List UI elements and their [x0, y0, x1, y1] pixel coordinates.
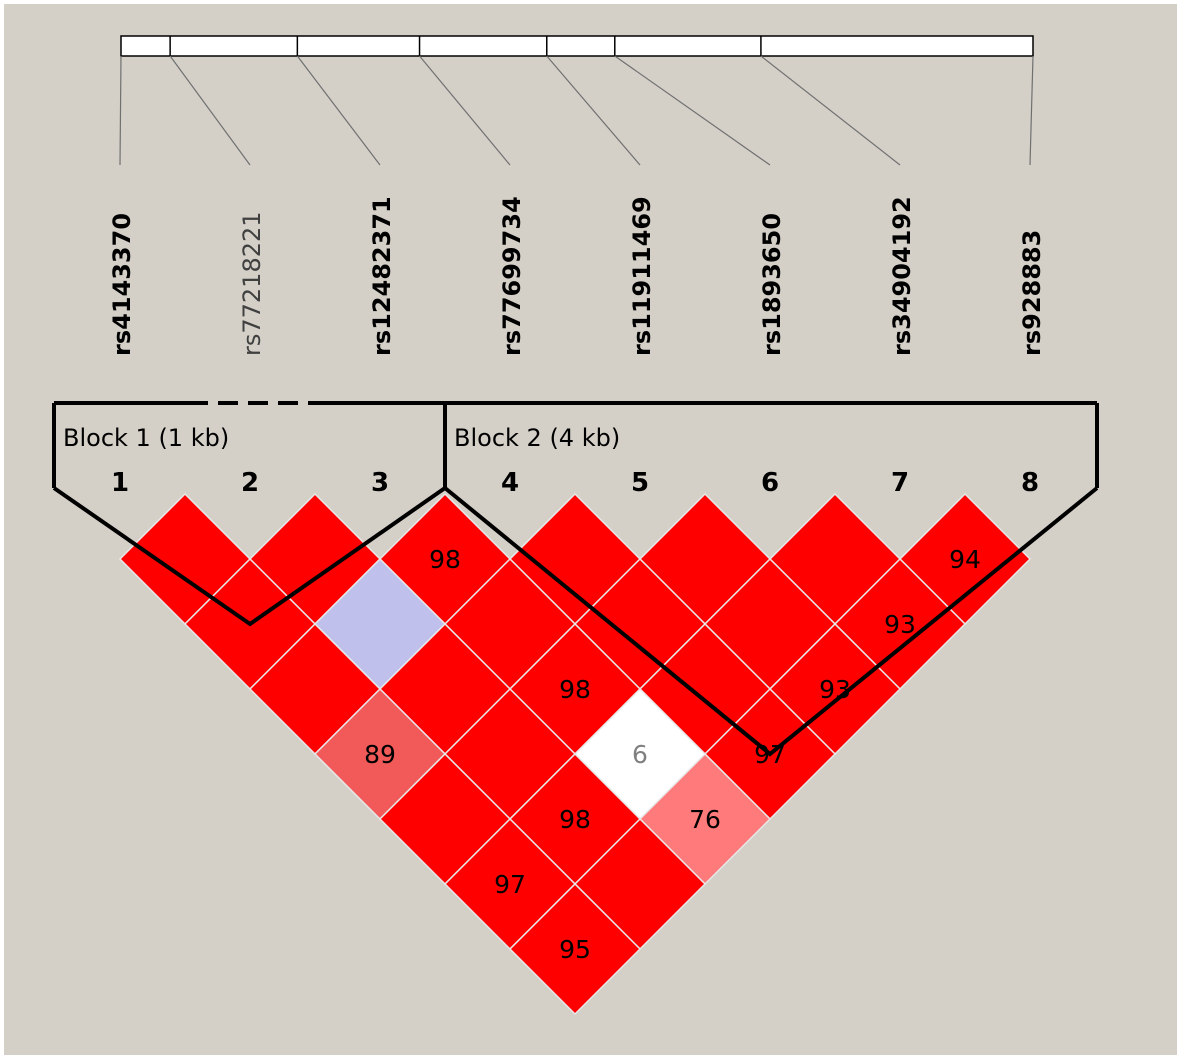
ld-value-label: 98	[559, 805, 591, 834]
block-outline	[443, 486, 1099, 757]
marker-id-label: rs1893650	[758, 213, 786, 356]
marker-connector	[119, 55, 122, 166]
marker-connector	[614, 55, 771, 166]
marker-index: 2	[241, 468, 259, 498]
marker-index: 4	[501, 468, 519, 498]
ld-value-label: 95	[559, 935, 591, 964]
ld-value-label: 97	[494, 870, 526, 899]
ld-value-label: 93	[884, 610, 916, 639]
ld-cell	[508, 882, 642, 1016]
marker-index: 1	[111, 468, 129, 498]
ld-value-label: 89	[364, 740, 396, 769]
marker-id-label: rs12482371	[368, 196, 396, 356]
marker-index: 7	[891, 468, 909, 498]
marker-index: 8	[1021, 468, 1039, 498]
marker-index: 3	[371, 468, 389, 498]
marker-indices: 1 2 3 4 5 6 7 8	[111, 468, 1039, 498]
ld-value-label: 94	[949, 545, 981, 574]
marker-id-label: rs77218221	[238, 211, 266, 356]
marker-connector	[760, 55, 901, 166]
block-label: Block 2 (4 kb)	[454, 424, 620, 452]
physical-position-ruler	[120, 35, 1034, 57]
marker-id-label: rs4143370	[108, 213, 136, 356]
marker-connectors	[119, 55, 1034, 166]
block-outline	[52, 486, 447, 627]
ruler-bar	[120, 35, 1034, 57]
marker-index: 5	[631, 468, 649, 498]
marker-id-label: rs928883	[1018, 230, 1046, 356]
marker-connector	[296, 55, 381, 166]
marker-labels: rs4143370 rs77218221 rs12482371 rs77699734 r…	[108, 196, 1046, 356]
ld-value-label: 98	[429, 545, 461, 574]
marker-id-label: rs11911469	[628, 196, 656, 356]
ld-value-label: 6	[632, 740, 648, 769]
marker-connector	[419, 55, 511, 166]
block-label: Block 1 (1 kb)	[63, 424, 229, 452]
ld-value-label: 76	[689, 805, 721, 834]
marker-index: 6	[761, 468, 779, 498]
marker-id-label: rs34904192	[888, 196, 916, 356]
marker-connector	[1029, 55, 1034, 166]
marker-connector	[546, 55, 641, 166]
marker-id-label: rs77699734	[498, 196, 526, 356]
ld-value-label: 98	[559, 675, 591, 704]
marker-connector	[169, 55, 251, 166]
haplotype-blocks: Block 1 (1 kb) Block 2 (4 kb)	[52, 401, 1099, 757]
